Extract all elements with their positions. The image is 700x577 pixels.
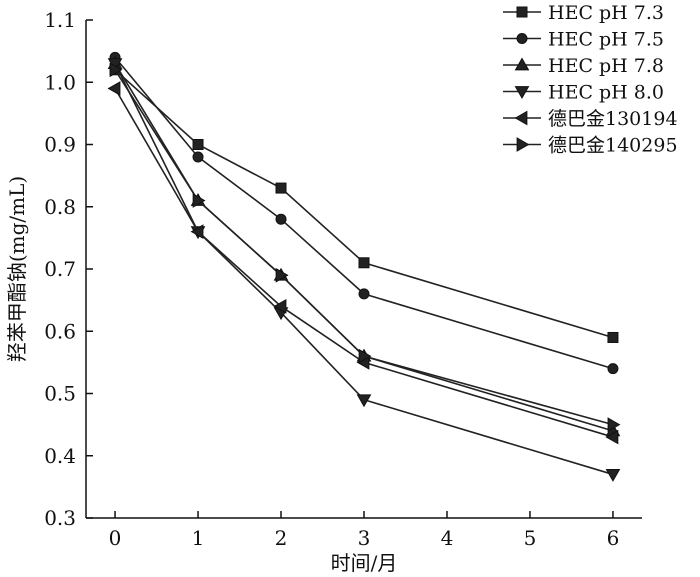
x-tick-label: 2	[275, 526, 288, 550]
series-3	[107, 56, 621, 437]
data-point	[275, 267, 289, 283]
y-tick-label: 0.9	[44, 133, 76, 157]
data-point	[190, 224, 204, 240]
legend-item-3: HEC pH 7.8	[503, 55, 664, 77]
legend-item-2: HEC pH 7.5	[503, 29, 664, 51]
x-tick-label: 5	[524, 526, 537, 550]
legend-item-6: 德巴金140295	[503, 135, 678, 157]
data-point	[605, 429, 619, 445]
data-point	[607, 417, 621, 432]
axes: 0.3 0.4 0.5 0.6 0.7 0.8 0.9 1.0 1.1 0 1 2 3 4 5 6	[44, 8, 642, 550]
data-point	[109, 62, 123, 78]
series-6	[109, 62, 621, 432]
series-1	[109, 64, 619, 343]
legend-label: 德巴金130194	[548, 108, 678, 130]
series-4	[107, 58, 621, 482]
y-tick-label: 0.3	[44, 506, 76, 530]
data-point	[192, 193, 206, 208]
legend: HEC pH 7.3 HEC pH 7.5 HEC pH 7.8 HEC pH 8.0…	[503, 2, 678, 157]
data-point	[607, 363, 619, 375]
series-line	[114, 63, 614, 476]
legend-label: HEC pH 7.8	[548, 55, 664, 77]
x-tick-label: 3	[358, 526, 371, 550]
data-point	[192, 151, 204, 163]
y-tick-label: 1.0	[44, 70, 76, 94]
data-point	[192, 139, 204, 150]
y-tick-label: 1.1	[44, 8, 76, 32]
data-point	[607, 331, 619, 343]
legend-item-4: HEC pH 8.0	[503, 82, 664, 104]
series-group	[107, 51, 621, 482]
legend-label: 德巴金140295	[548, 135, 678, 157]
data-point	[273, 298, 287, 314]
series-2	[109, 51, 619, 375]
legend-marker	[516, 33, 528, 44]
legend-marker	[514, 86, 530, 100]
x-tick-label: 1	[192, 526, 205, 550]
x-tick-label: 0	[109, 526, 122, 550]
legend-label: HEC pH 7.3	[548, 2, 664, 24]
data-point	[358, 348, 372, 364]
data-point	[358, 288, 370, 300]
y-tick-label: 0.8	[44, 195, 76, 219]
data-point	[275, 213, 287, 225]
data-point	[275, 182, 287, 194]
data-point	[358, 257, 370, 269]
y-tick-label: 0.5	[44, 382, 76, 406]
legend-marker	[516, 6, 528, 18]
y-tick-label: 0.4	[44, 444, 76, 468]
x-tick-label: 4	[441, 526, 454, 550]
legend-item-5: 德巴金130194	[503, 108, 678, 130]
data-point	[356, 394, 372, 408]
legend-marker	[516, 137, 530, 152]
data-point	[107, 81, 121, 96]
legend-label: HEC pH 7.5	[548, 29, 664, 51]
x-tick-label: 6	[607, 526, 620, 550]
series-line	[114, 56, 614, 370]
y-axis-title: 羟苯甲酯钠(mg/mL)	[5, 176, 29, 362]
y-tick-label: 0.6	[44, 319, 76, 343]
legend-marker	[514, 57, 530, 71]
series-line	[114, 69, 614, 426]
data-point	[605, 469, 621, 482]
legend-item-1: HEC pH 7.3	[503, 2, 664, 24]
legend-label: HEC pH 8.0	[548, 82, 664, 104]
legend-marker	[514, 110, 528, 126]
y-tick-label: 0.7	[44, 257, 76, 281]
x-axis-title: 时间/月	[331, 551, 398, 575]
